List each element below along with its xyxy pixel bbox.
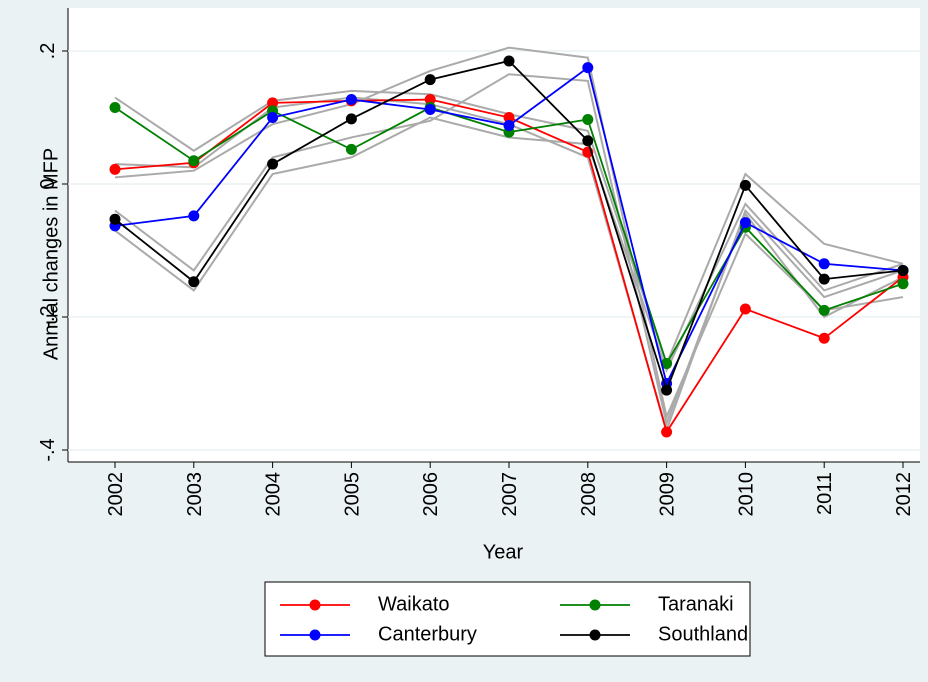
legend-label: Southland [658,623,748,645]
point [424,104,436,116]
x-tick-label: 2012 [893,472,915,517]
legend-marker [589,629,601,641]
point [897,264,909,276]
legend-label: Canterbury [378,623,477,645]
point [739,179,751,191]
other-series-line [114,73,904,427]
x-tick-label: 2010 [735,472,757,517]
point [818,273,830,285]
point [503,55,515,67]
legend-marker [309,599,321,611]
x-tick-label: 2002 [105,472,127,517]
point [109,163,121,175]
point [582,62,594,74]
legend-marker [589,599,601,611]
x-tick-label: 2008 [578,472,600,517]
point [661,358,673,370]
x-tick-label: 2003 [184,472,206,517]
plot-area [68,8,920,462]
point [345,143,357,155]
point [897,278,909,290]
point [424,94,436,106]
legend-label: Taranaki [658,593,734,615]
legend-label: Waikato [378,593,450,615]
point [109,102,121,114]
point [818,258,830,270]
x-tick-label: 2006 [420,472,442,517]
point [661,426,673,438]
point [739,217,751,229]
y-tick-label: 0 [37,178,59,189]
point [739,303,751,315]
y-tick-label: .2 [37,43,59,60]
point [267,112,279,123]
point [345,113,357,125]
point [345,94,357,106]
point [661,384,673,396]
x-tick-label: 2005 [341,472,363,517]
point [188,155,200,167]
point [188,210,200,222]
point [188,276,200,288]
point [267,97,279,109]
y-tick-label: -.4 [37,438,59,461]
point [582,113,594,125]
y-tick-label: -.2 [37,305,59,328]
point [818,332,830,344]
point [109,213,121,225]
x-tick-label: 2007 [499,472,521,517]
point [424,74,436,86]
legend-marker [309,629,321,641]
x-axis-title: Year [483,541,524,563]
y-axis-title: Annual changes in MFP [40,148,62,360]
point [503,119,515,131]
point [582,135,594,147]
other-series-line [114,46,904,420]
point [818,304,830,316]
legend-box [264,581,751,657]
point [503,112,515,123]
x-tick-label: 2011 [814,472,836,515]
x-tick-label: 2009 [657,472,679,517]
point [267,158,279,170]
x-tick-label: 2004 [263,472,285,517]
